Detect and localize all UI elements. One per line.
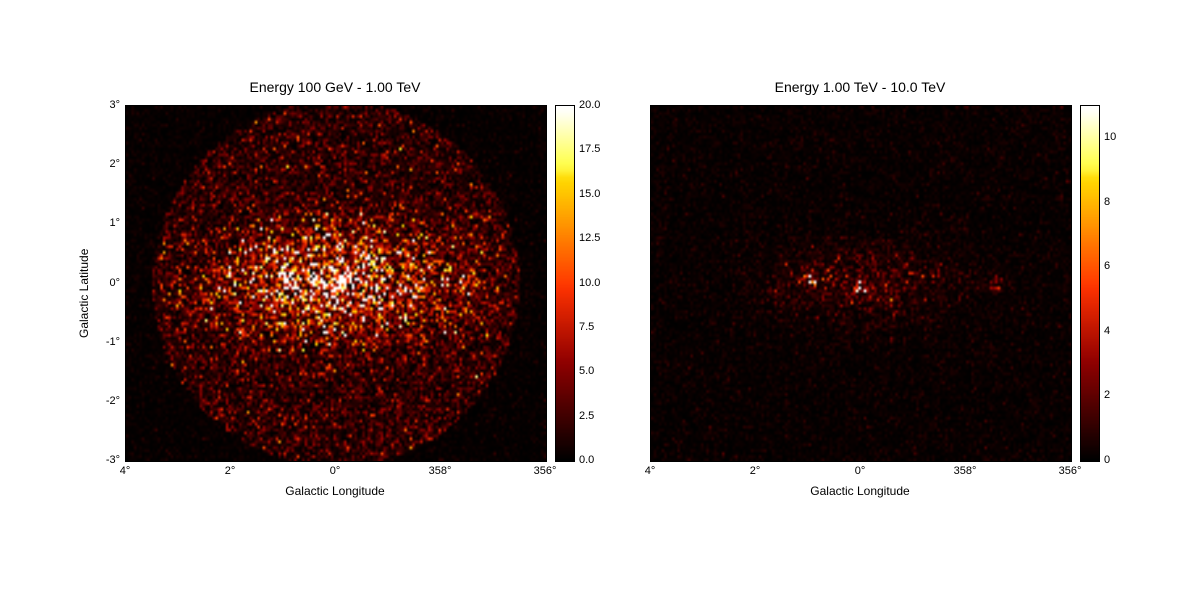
x-tick-label: 356° [1059, 465, 1082, 477]
sky-map-left [125, 105, 547, 462]
x-tick-label: 356° [534, 465, 557, 477]
y-tick-label: -1° [95, 336, 120, 348]
x-tick-label: 358° [429, 465, 452, 477]
colorbar-tick-label: 2.5 [579, 410, 594, 422]
colorbar-tick-label: 7.5 [579, 321, 594, 333]
x-tick-label: 2° [750, 465, 761, 477]
colorbar-tick-label: 8 [1104, 196, 1110, 208]
x-tick-label: 2° [225, 465, 236, 477]
y-tick-label: 2° [95, 158, 120, 170]
y-tick-label: -3° [95, 454, 120, 466]
y-tick-label: -2° [95, 395, 120, 407]
panel-title: Energy 100 GeV - 1.00 TeV [125, 79, 545, 95]
colorbar-tick-label: 2 [1104, 389, 1110, 401]
colorbar-canvas [1081, 106, 1099, 461]
y-tick-label: 3° [95, 99, 120, 111]
colorbar-tick-label: 15.0 [579, 188, 600, 200]
x-tick-label: 0° [330, 465, 341, 477]
colorbar-tick-label: 10 [1104, 131, 1116, 143]
colorbar-tick-label: 20.0 [579, 99, 600, 111]
sky-map-canvas [126, 106, 546, 461]
colorbar [1080, 105, 1100, 462]
x-axis-label: Galactic Longitude [125, 484, 545, 498]
colorbar-tick-label: 6 [1104, 260, 1110, 272]
x-tick-label: 4° [120, 465, 131, 477]
y-tick-label: 1° [95, 217, 120, 229]
colorbar-tick-label: 17.5 [579, 143, 600, 155]
colorbar-tick-label: 5.0 [579, 365, 594, 377]
sky-map-canvas [651, 106, 1071, 461]
x-tick-label: 358° [954, 465, 977, 477]
colorbar-tick-label: 0 [1104, 454, 1110, 466]
colorbar-tick-label: 12.5 [579, 232, 600, 244]
colorbar [555, 105, 575, 462]
colorbar-tick-label: 0.0 [579, 454, 594, 466]
colorbar-canvas [556, 106, 574, 461]
x-tick-label: 4° [645, 465, 656, 477]
colorbar-tick-label: 4 [1104, 325, 1110, 337]
y-axis-label: Galactic Latitude [77, 248, 91, 337]
colorbar-tick-label: 10.0 [579, 277, 600, 289]
x-tick-label: 0° [855, 465, 866, 477]
x-axis-label: Galactic Longitude [650, 484, 1070, 498]
panel-title: Energy 1.00 TeV - 10.0 TeV [650, 79, 1070, 95]
sky-map-right [650, 105, 1072, 462]
y-tick-label: 0° [95, 277, 120, 289]
